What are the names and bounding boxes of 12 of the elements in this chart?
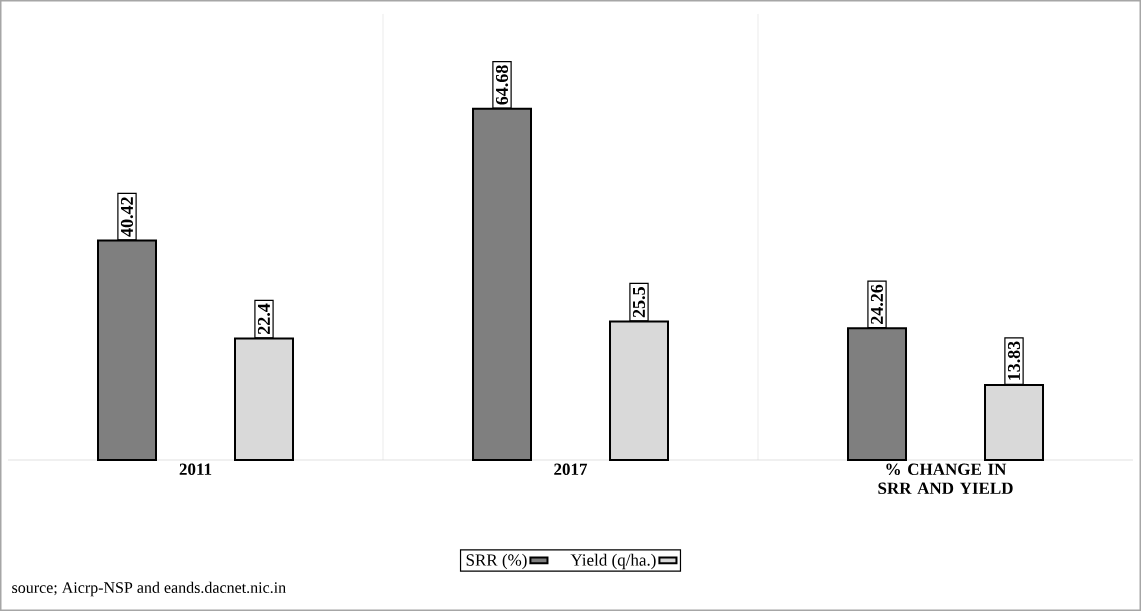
x-tick-label: 2011 bbox=[179, 463, 212, 476]
data-label: 40.42 bbox=[120, 197, 134, 237]
data-label: 24.26 bbox=[870, 284, 884, 324]
source-note: source; Aicrp-NSP and eands.dacnet.nic.in bbox=[12, 581, 286, 597]
x-tick-label: % CHANGE IN SRR AND YIELD bbox=[878, 463, 1013, 495]
x-tick-label: 2017 bbox=[554, 463, 588, 476]
data-label: 22.4 bbox=[257, 303, 271, 335]
data-label: 13.83 bbox=[1007, 341, 1021, 380]
legend-label: SRR (%) bbox=[466, 553, 527, 570]
data-label: 25.5 bbox=[632, 287, 646, 318]
legend-label: Yield (q/ha.) bbox=[570, 553, 656, 570]
data-label: 64.68 bbox=[495, 65, 509, 105]
